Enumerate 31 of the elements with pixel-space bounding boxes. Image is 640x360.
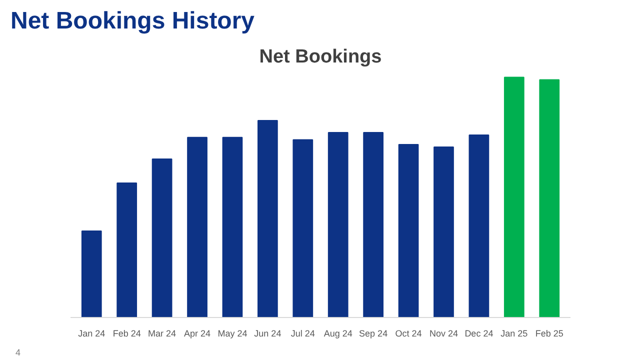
- bar: [539, 79, 560, 318]
- bar: [116, 182, 138, 318]
- x-tick-label: May 24: [218, 328, 248, 338]
- bar: [187, 136, 208, 318]
- x-tick-label: Oct 24: [395, 328, 422, 338]
- x-tick-label: Jan 24: [78, 328, 106, 338]
- text: 4: [16, 348, 21, 358]
- x-tick-label: Apr 24: [184, 328, 211, 338]
- bar: [81, 230, 102, 318]
- bar: [363, 132, 384, 318]
- bar: [398, 144, 419, 318]
- x-tick-label: Feb 25: [535, 328, 564, 338]
- bar: [504, 76, 524, 318]
- x-tick-label: Nov 24: [429, 328, 458, 338]
- bar: [292, 139, 314, 318]
- bar: [328, 132, 348, 318]
- x-tick-label: Mar 24: [148, 328, 176, 338]
- bar: [434, 146, 454, 318]
- x-tick-label: Jun 24: [254, 328, 282, 338]
- chart-title: Net Bookings History: [10, 8, 256, 34]
- x-tick-label: Sep 24: [359, 328, 388, 338]
- bar: [152, 158, 172, 318]
- x-tick-label: Aug 24: [324, 328, 352, 338]
- x-tick-label: Feb 24: [112, 328, 141, 338]
- x-tick-label: Jul 24: [290, 328, 315, 338]
- bar: [222, 136, 243, 318]
- x-tick-label: Jan 25: [500, 328, 528, 338]
- bar: [258, 120, 278, 318]
- x-tick-label: Dec 24: [464, 328, 494, 338]
- bar: [468, 134, 490, 318]
- chart-subtitle: Net Bookings: [259, 46, 382, 68]
